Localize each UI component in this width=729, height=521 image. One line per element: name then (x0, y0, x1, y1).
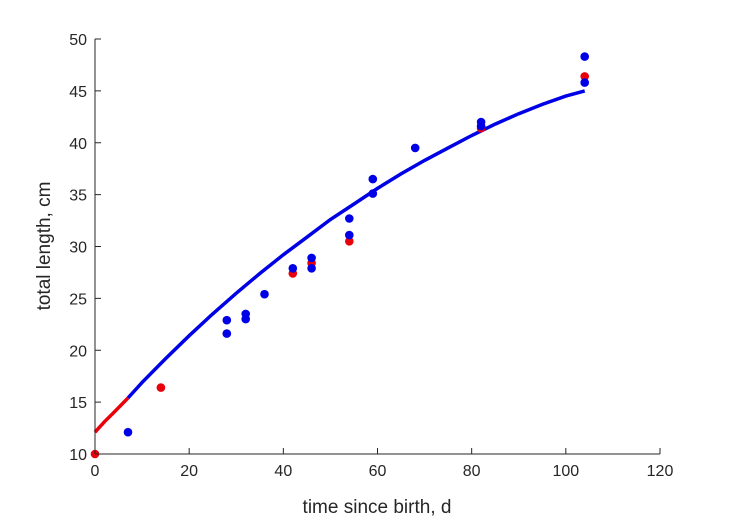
y-axis-label: total length, cm (34, 182, 55, 311)
axes: 0 20 40 60 80 100 120 10 15 20 25 30 35 40 45 50 (69, 32, 673, 480)
data-point (580, 72, 589, 81)
data-point (222, 315, 232, 325)
y-tick-label: 45 (69, 84, 87, 101)
data-point (368, 174, 378, 184)
y-tick-label: 25 (69, 291, 87, 308)
x-tick-label: 0 (91, 463, 100, 480)
data-point (156, 383, 166, 392)
y-tick-label: 20 (69, 343, 87, 360)
fit-curve (93, 396, 130, 434)
x-tick-label: 60 (369, 463, 387, 480)
data-point (345, 230, 354, 240)
data-point (288, 264, 298, 273)
y-tick-label: 35 (69, 188, 87, 205)
x-tick-label: 80 (463, 463, 481, 480)
data-point (123, 427, 133, 437)
data-point (410, 143, 420, 153)
data-point (345, 237, 354, 246)
data-point (307, 264, 316, 273)
y-tick-label: 15 (69, 395, 87, 412)
chart-marks (90, 52, 589, 459)
data-point (260, 289, 269, 299)
data-point (307, 253, 316, 263)
x-axis-label: time since birth, d (303, 497, 452, 518)
y-tick-label: 50 (69, 32, 87, 49)
x-tick-label: 100 (552, 463, 579, 480)
data-point (476, 117, 486, 127)
y-tick-label: 40 (69, 136, 87, 153)
fit-curve (126, 89, 586, 400)
y-tick-label: 10 (69, 447, 87, 464)
data-point (241, 309, 250, 319)
y-tick-label: 30 (69, 240, 87, 257)
data-point (345, 214, 354, 223)
x-tick-label: 40 (274, 463, 292, 480)
data-point (580, 52, 589, 61)
x-tick-label: 20 (180, 463, 198, 480)
x-tick-label: 120 (647, 463, 674, 480)
data-point (368, 189, 378, 198)
data-point (580, 78, 589, 87)
data-point (222, 329, 232, 338)
